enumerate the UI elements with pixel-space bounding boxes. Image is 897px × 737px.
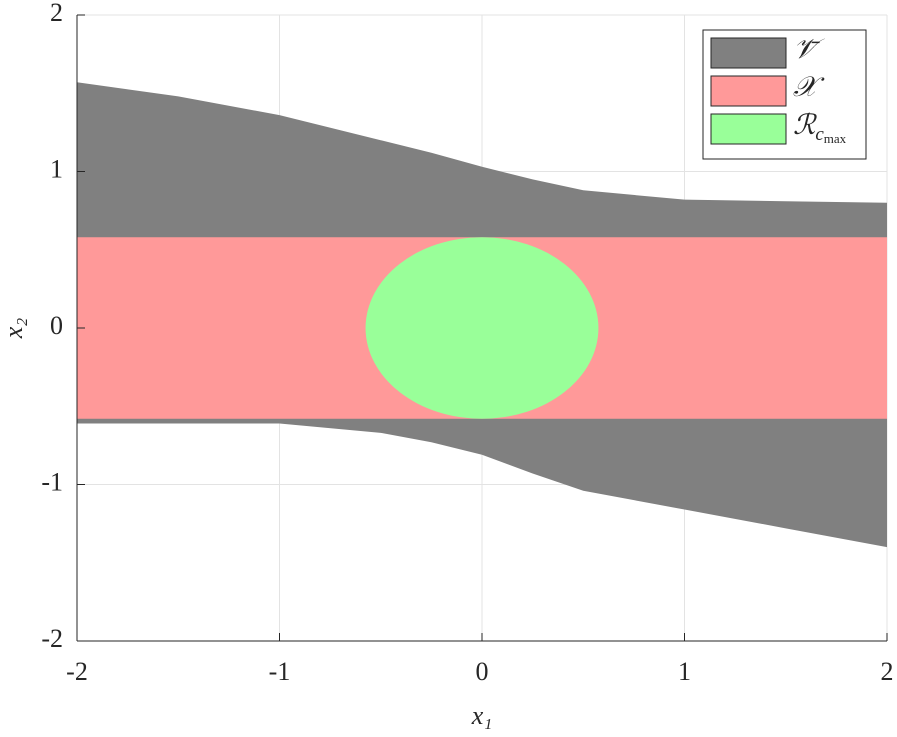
x-tick-label: -2	[66, 657, 88, 686]
x-tick-label: 0	[476, 657, 489, 686]
y-tick-label: 2	[50, 0, 63, 27]
legend-swatch	[710, 37, 787, 69]
x-tick-label: 1	[678, 657, 691, 686]
y-tick-label: -1	[41, 467, 63, 496]
x-tick-label: -1	[269, 657, 291, 686]
y-axis-label: x₂	[0, 318, 28, 340]
legend-subscript: c	[815, 124, 824, 145]
legend-label: ℛcmax	[793, 110, 847, 146]
y-tick-label: 0	[50, 311, 63, 340]
legend-name: ℛ	[793, 110, 817, 141]
ellipse-region	[365, 237, 599, 419]
legend-subsubscript: max	[824, 131, 847, 146]
legend-swatch	[710, 75, 787, 107]
legend-swatch	[710, 113, 787, 145]
x-tick-label: 2	[881, 657, 894, 686]
x-axis-label: x₁	[471, 701, 493, 730]
y-tick-label: -2	[41, 624, 63, 653]
y-tick-label: 1	[50, 154, 63, 183]
